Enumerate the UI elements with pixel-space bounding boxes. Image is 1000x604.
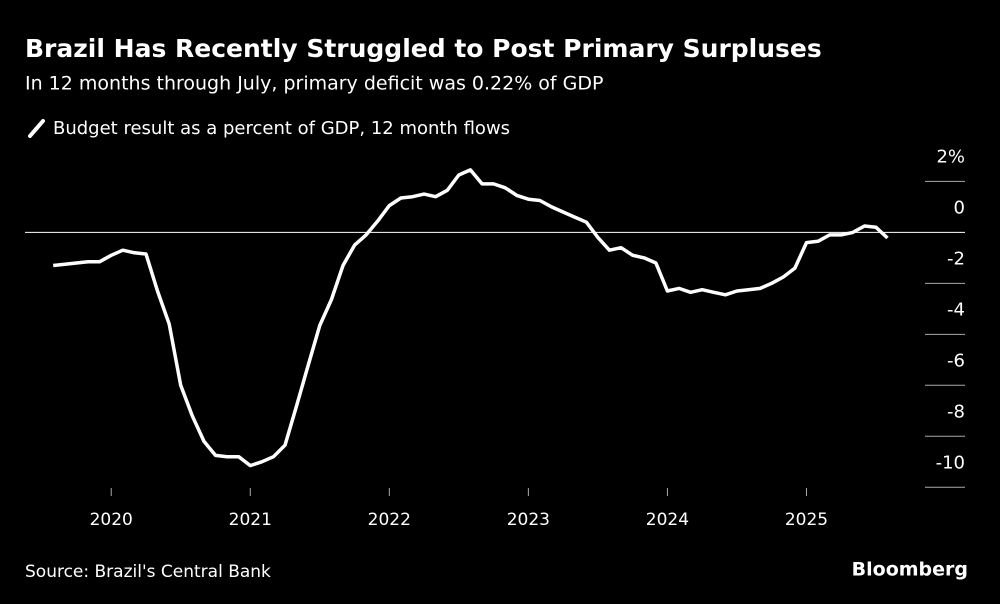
chart-title: Brazil Has Recently Struggled to Post Pr… bbox=[25, 34, 822, 63]
x-tick-label: 2023 bbox=[507, 510, 550, 530]
x-tick-label: 2022 bbox=[368, 510, 411, 530]
y-tick-label: 0 bbox=[954, 197, 965, 218]
y-tick-label: 2% bbox=[936, 146, 965, 167]
y-tick-label: -6 bbox=[947, 350, 965, 371]
x-tick-label: 2024 bbox=[646, 510, 689, 530]
legend-label: Budget result as a percent of GDP, 12 mo… bbox=[53, 118, 510, 139]
x-tick-label: 2025 bbox=[785, 510, 828, 530]
x-tick-label: 2021 bbox=[229, 510, 272, 530]
y-tick-label: -10 bbox=[936, 452, 965, 473]
brand: Bloomberg bbox=[852, 559, 968, 581]
y-tick-label: -2 bbox=[947, 248, 965, 269]
x-tick-label: 2020 bbox=[90, 510, 133, 530]
series-line bbox=[53, 168, 889, 468]
chart-subtitle: In 12 months through July, primary defic… bbox=[25, 73, 603, 95]
source: Source: Brazil's Central Bank bbox=[25, 562, 271, 582]
y-tick-label: -8 bbox=[947, 401, 965, 422]
legend-icon bbox=[28, 119, 45, 138]
y-tick-label: -4 bbox=[947, 299, 965, 320]
